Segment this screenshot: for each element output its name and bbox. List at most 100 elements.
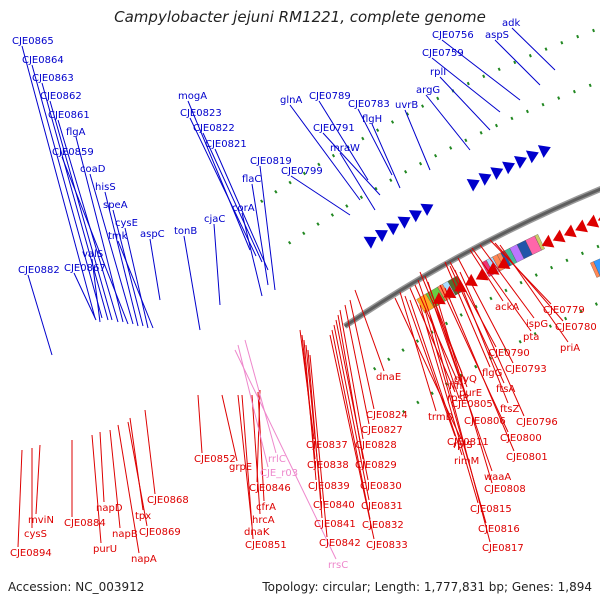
gene-label: CJE0817 (482, 543, 524, 554)
leader-line (307, 349, 323, 519)
leader-line (21, 45, 96, 319)
leader-line (197, 394, 203, 454)
reverse-gene-arrow (443, 285, 457, 299)
gene-label: hisS (95, 182, 116, 193)
gene-label: CJE0840 (313, 500, 355, 511)
gene-label: grpE (229, 462, 252, 473)
gene-label: tonB (174, 226, 197, 237)
leader-line (329, 334, 375, 540)
gene-label: CJE0831 (361, 501, 403, 512)
reverse-gene-arrow (552, 229, 566, 243)
leader-line (117, 424, 140, 554)
leader-line (303, 339, 317, 481)
leader-line (202, 132, 263, 263)
leader-line (371, 123, 401, 189)
feature-block (590, 261, 600, 278)
leader-line (187, 100, 251, 251)
gene-label: CJE0861 (48, 110, 90, 121)
forward-gene-arrow (374, 230, 388, 242)
leader-line (471, 247, 532, 332)
gene-label: priA (560, 343, 580, 354)
reverse-gene-arrow (432, 292, 446, 305)
leader-line (349, 299, 375, 410)
gene-label: CJE0869 (139, 527, 181, 538)
leader-line (104, 191, 139, 327)
leader-line (425, 94, 471, 151)
gene-label: CJE0779 (543, 305, 585, 316)
reverse-gene-arrow (497, 256, 511, 269)
gene-label: rplS (453, 440, 473, 451)
gene-label: cfrA (256, 502, 276, 513)
leader-line (251, 394, 261, 515)
gene-label: CJE0851 (245, 540, 287, 551)
gene-label: mraW (330, 143, 360, 154)
gene-label: aspC (140, 229, 165, 240)
gene-label: argG (416, 85, 440, 96)
leader-line (439, 76, 491, 131)
gene-label: cysE (115, 218, 138, 229)
leader-line (444, 261, 491, 368)
gene-label: ftsA (496, 384, 515, 395)
map-title: Campylobacter jejuni RM1221, complete ge… (114, 8, 486, 26)
leader-line (469, 249, 504, 302)
leader-line (73, 272, 97, 321)
leader-line (335, 319, 369, 481)
leader-line (454, 269, 509, 404)
gene-label: CJE0780 (555, 322, 597, 333)
leader-line (459, 271, 525, 417)
leader-line (331, 329, 371, 520)
leader-line (394, 297, 462, 440)
leader-line (99, 431, 105, 503)
leader-line (214, 148, 269, 271)
gene-label: CJE0842 (319, 538, 361, 549)
gene-label: CJE0867 (64, 263, 106, 274)
leader-line (257, 391, 265, 502)
gene-label: aspS (485, 30, 509, 41)
gene-label: CJE0863 (32, 73, 74, 84)
forward-gene-arrow (363, 236, 377, 249)
gene-label: CJE0808 (484, 484, 526, 495)
leader-line (27, 274, 53, 356)
leader-line (429, 314, 491, 543)
gene-label: uvrB (395, 100, 418, 111)
gene-label: CJE0811 (447, 437, 489, 448)
feature-block (593, 258, 600, 277)
gene-label: CJE0828 (355, 440, 397, 451)
gene-label: ffh (449, 381, 462, 392)
leader-line (117, 240, 154, 329)
leader-line (494, 39, 541, 86)
gene-label: CJE0800 (500, 433, 542, 444)
leader-line (409, 299, 463, 456)
gene-label: CJE0823 (180, 108, 222, 119)
gene-label: CJE0793 (505, 364, 547, 375)
leader-line (237, 394, 253, 527)
backbone-ring-shadow (343, 186, 600, 329)
forward-gene-arrow (397, 216, 411, 229)
leader-line (431, 57, 501, 113)
gene-label: rplI (430, 67, 446, 78)
leader-line (339, 309, 364, 440)
leader-line (89, 173, 134, 325)
leader-line (17, 449, 23, 548)
leader-line (183, 235, 201, 331)
gene-label: CJE0790 (488, 348, 530, 359)
gene-label: CJE0806 (464, 416, 506, 427)
leader-line (61, 156, 129, 325)
gene-label: CJE0819 (250, 156, 292, 167)
gene-label: CJE0865 (12, 36, 54, 47)
leader-line (357, 108, 393, 176)
gene-label: flgH (362, 114, 382, 125)
leader-line (441, 39, 521, 101)
gene-label: adk (502, 18, 520, 29)
gene-label: CJE0801 (506, 452, 548, 463)
leader-line (189, 117, 257, 257)
gene-label: CJE0824 (366, 410, 408, 421)
leader-line (31, 64, 103, 319)
gene-label: CJE0796 (516, 417, 558, 428)
gene-label: CJE0830 (360, 481, 402, 492)
forward-gene-arrow (466, 179, 480, 192)
gene-label: rimM (454, 456, 479, 467)
gene-label: cysS (24, 529, 47, 540)
gene-label: CJE0837 (306, 440, 348, 451)
gene-label: CJE0882 (18, 265, 60, 276)
